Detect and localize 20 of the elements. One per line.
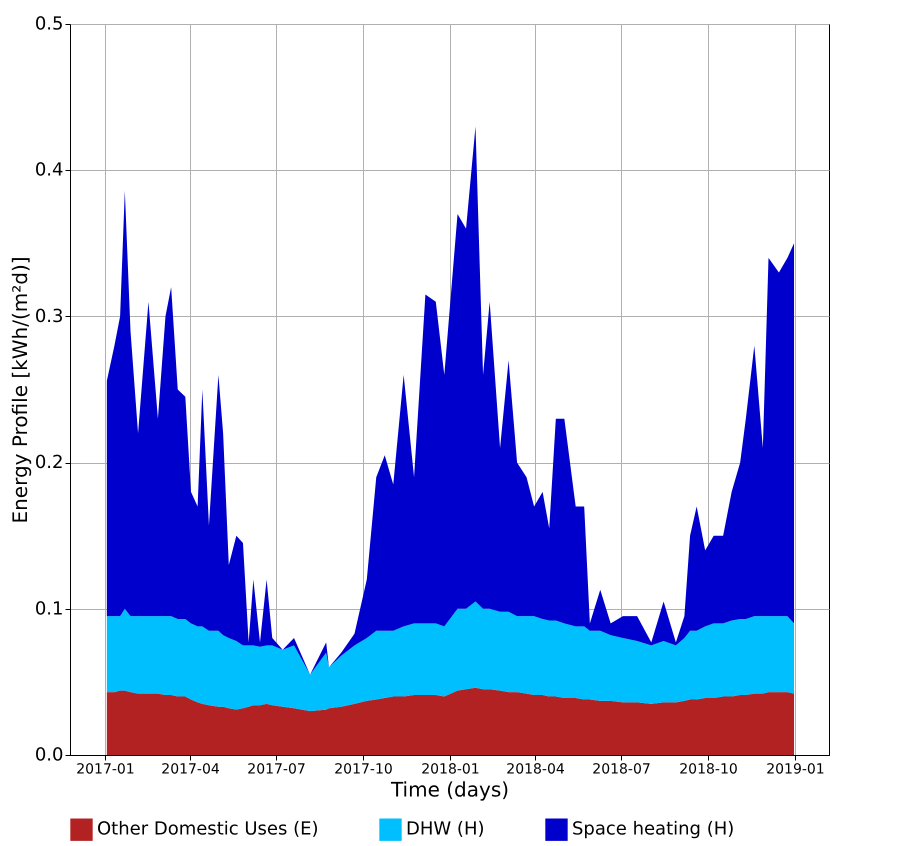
y-tick-label: 0.4 — [34, 160, 64, 181]
x-tick-label: 2018-04 — [506, 762, 565, 778]
x-tick-label: 2017-07 — [247, 762, 306, 778]
x-tick-label: 2018-10 — [679, 762, 738, 778]
x-tick-label: 2017-01 — [76, 762, 135, 778]
x-tick-label: 2018-01 — [421, 762, 480, 778]
legend-label: Other Domestic Uses (E) — [97, 818, 319, 840]
y-tick-label: 0.3 — [34, 306, 64, 327]
y-tick-label: 0.5 — [34, 14, 64, 34]
y-tick-label: 0.0 — [34, 744, 64, 766]
y-tick-label: 0.1 — [34, 598, 64, 620]
x-axis-title: Time (days) — [390, 778, 510, 802]
y-tick-label: 0.2 — [34, 452, 64, 474]
x-tick-label: 2019-01 — [766, 762, 825, 778]
x-tick-label: 2017-04 — [161, 762, 220, 778]
y-axis-title: Energy Profile [kWh/(m²d)] — [8, 256, 32, 524]
x-tick-label: 2018-07 — [592, 762, 651, 778]
x-tick-label: 2017-10 — [334, 762, 393, 778]
legend-label: DHW (H) — [406, 818, 484, 840]
legend-label: Space heating (H) — [572, 818, 734, 840]
